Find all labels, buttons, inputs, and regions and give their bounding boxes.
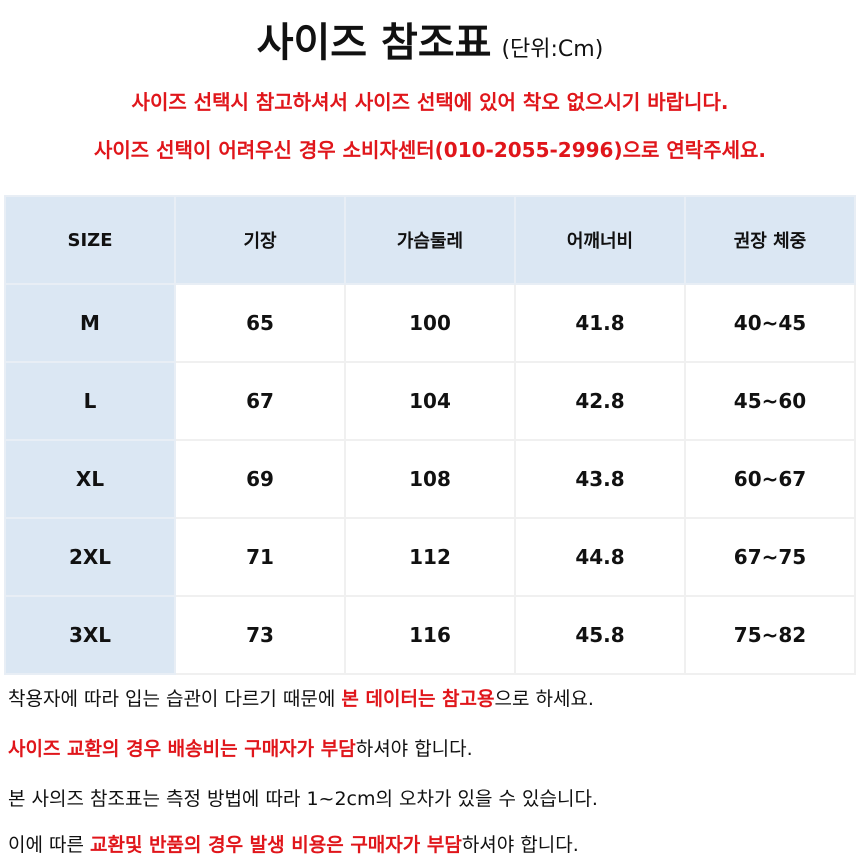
value-cell: 67~75	[684, 517, 856, 597]
value-cell: 41.8	[514, 283, 686, 363]
value-cell: 40~45	[684, 283, 856, 363]
size-table: SIZE 기장 가슴둘레 어깨너비 권장 체중 M 65 100 41.8 40~45 L 67 104…	[4, 195, 856, 675]
column-header: 가슴둘레	[344, 195, 516, 285]
table-row: L 67 104 42.8 45~60	[4, 361, 856, 441]
note-text: 본 데이터는 참고용	[341, 688, 495, 710]
value-cell: 112	[344, 517, 516, 597]
value-cell: 45~60	[684, 361, 856, 441]
note-text: 이에 따른	[8, 834, 90, 856]
value-cell: 45.8	[514, 595, 686, 675]
note-text: 으로 하세요.	[494, 688, 594, 710]
table-row: M 65 100 41.8 40~45	[4, 283, 856, 363]
value-cell: 69	[174, 439, 346, 519]
notice: 사이즈 선택시 참고하셔서 사이즈 선택에 있어 착오 없으시기 바랍니다.	[131, 90, 729, 114]
column-header: 어깨너비	[514, 195, 686, 285]
note-line: 사이즈 교환의 경우 배송비는 구매자가 부담하셔야 합니다.	[8, 734, 473, 761]
title-block: 사이즈 참조표 (단위:Cm)	[0, 10, 860, 68]
value-cell: 65	[174, 283, 346, 363]
value-cell: 100	[344, 283, 516, 363]
notice: 사이즈 선택이 어려우신 경우 소비자센터(010-2055-2996)으로 연…	[94, 138, 766, 162]
note-text: 교환및 반품의 경우 발생 비용은 구매자가 부담	[90, 834, 462, 856]
value-cell: 116	[344, 595, 516, 675]
note-text: 사이즈 교환의 경우 배송비는 구매자가 부담	[8, 738, 356, 760]
note-text: 하셔야 합니다.	[461, 834, 579, 856]
title: 사이즈 참조표	[256, 20, 492, 66]
table-row: 2XL 71 112 44.8 67~75	[4, 517, 856, 597]
size-cell: 3XL	[4, 595, 176, 675]
note-text: 하셔야 합니다.	[355, 738, 473, 760]
value-cell: 67	[174, 361, 346, 441]
note-line: 이에 따른 교환및 반품의 경우 발생 비용은 구매자가 부담하셔야 합니다.	[8, 830, 579, 857]
table-row: 3XL 73 116 45.8 75~82	[4, 595, 856, 675]
header-row: SIZE 기장 가슴둘레 어깨너비 권장 체중	[4, 195, 856, 285]
value-cell: 42.8	[514, 361, 686, 441]
value-cell: 75~82	[684, 595, 856, 675]
size-cell: XL	[4, 439, 176, 519]
note-line: 착용자에 따라 입는 습관이 다르기 때문에 본 데이터는 참고용으로 하세요.	[8, 684, 594, 711]
size-cell: 2XL	[4, 517, 176, 597]
value-cell: 44.8	[514, 517, 686, 597]
value-cell: 108	[344, 439, 516, 519]
column-header: 기장	[174, 195, 346, 285]
value-cell: 71	[174, 517, 346, 597]
column-header: SIZE	[4, 195, 176, 285]
value-cell: 73	[174, 595, 346, 675]
size-cell: L	[4, 361, 176, 441]
value-cell: 60~67	[684, 439, 856, 519]
value-cell: 43.8	[514, 439, 686, 519]
value-cell: 104	[344, 361, 516, 441]
table-row: XL 69 108 43.8 60~67	[4, 439, 856, 519]
note-text: 착용자에 따라 입는 습관이 다르기 때문에	[8, 688, 342, 710]
note-text: 본 사의즈 참조표는 측정 방법에 따라 1~2cm의 오차가 있을 수 있습니…	[8, 788, 598, 810]
column-header: 권장 체중	[684, 195, 856, 285]
unit: (단위:Cm)	[501, 37, 604, 62]
size-cell: M	[4, 283, 176, 363]
note-line: 본 사의즈 참조표는 측정 방법에 따라 1~2cm의 오차가 있을 수 있습니…	[8, 784, 598, 811]
